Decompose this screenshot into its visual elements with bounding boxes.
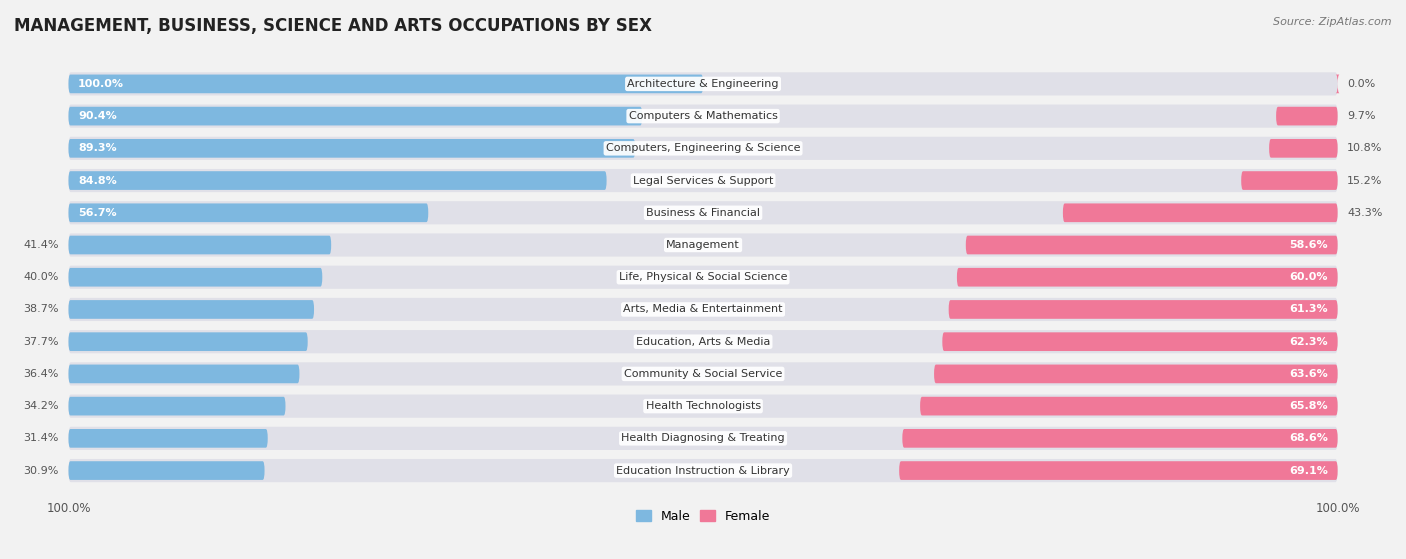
Text: Computers, Engineering & Science: Computers, Engineering & Science (606, 143, 800, 153)
FancyBboxPatch shape (69, 397, 285, 415)
Text: 63.6%: 63.6% (1289, 369, 1329, 379)
FancyBboxPatch shape (69, 137, 1337, 160)
FancyBboxPatch shape (69, 139, 636, 158)
Text: 37.7%: 37.7% (24, 337, 59, 347)
Text: 84.8%: 84.8% (77, 176, 117, 186)
Text: Business & Financial: Business & Financial (647, 208, 761, 218)
FancyBboxPatch shape (900, 461, 1337, 480)
FancyBboxPatch shape (69, 427, 1337, 450)
FancyBboxPatch shape (69, 364, 299, 383)
Text: Legal Services & Support: Legal Services & Support (633, 176, 773, 186)
FancyBboxPatch shape (69, 395, 1337, 418)
Text: 30.9%: 30.9% (24, 466, 59, 476)
FancyBboxPatch shape (69, 236, 332, 254)
FancyBboxPatch shape (69, 74, 703, 93)
Text: Source: ZipAtlas.com: Source: ZipAtlas.com (1274, 17, 1392, 27)
Text: Computers & Mathematics: Computers & Mathematics (628, 111, 778, 121)
FancyBboxPatch shape (1063, 203, 1337, 222)
FancyBboxPatch shape (69, 105, 1337, 127)
FancyBboxPatch shape (69, 330, 1337, 353)
Text: Health Technologists: Health Technologists (645, 401, 761, 411)
Text: 43.3%: 43.3% (1347, 208, 1382, 218)
FancyBboxPatch shape (69, 234, 1337, 257)
FancyBboxPatch shape (69, 429, 267, 448)
Text: MANAGEMENT, BUSINESS, SCIENCE AND ARTS OCCUPATIONS BY SEX: MANAGEMENT, BUSINESS, SCIENCE AND ARTS O… (14, 17, 652, 35)
Text: 60.0%: 60.0% (1289, 272, 1329, 282)
FancyBboxPatch shape (69, 266, 1337, 289)
Text: 15.2%: 15.2% (1347, 176, 1382, 186)
Text: Education Instruction & Library: Education Instruction & Library (616, 466, 790, 476)
Text: 38.7%: 38.7% (24, 305, 59, 315)
Text: 69.1%: 69.1% (1289, 466, 1329, 476)
Text: 90.4%: 90.4% (77, 111, 117, 121)
Text: 9.7%: 9.7% (1347, 111, 1375, 121)
FancyBboxPatch shape (69, 298, 1337, 321)
Text: Architecture & Engineering: Architecture & Engineering (627, 79, 779, 89)
FancyBboxPatch shape (966, 236, 1337, 254)
Text: Arts, Media & Entertainment: Arts, Media & Entertainment (623, 305, 783, 315)
Text: 62.3%: 62.3% (1289, 337, 1329, 347)
FancyBboxPatch shape (69, 201, 1337, 224)
Legend: Male, Female: Male, Female (630, 505, 776, 528)
Text: Health Diagnosing & Treating: Health Diagnosing & Treating (621, 433, 785, 443)
Text: Education, Arts & Media: Education, Arts & Media (636, 337, 770, 347)
FancyBboxPatch shape (934, 364, 1337, 383)
FancyBboxPatch shape (957, 268, 1337, 287)
FancyBboxPatch shape (1270, 139, 1337, 158)
FancyBboxPatch shape (1336, 74, 1340, 93)
FancyBboxPatch shape (1277, 107, 1337, 125)
FancyBboxPatch shape (69, 203, 429, 222)
Text: 56.7%: 56.7% (77, 208, 117, 218)
FancyBboxPatch shape (69, 461, 264, 480)
FancyBboxPatch shape (69, 300, 314, 319)
FancyBboxPatch shape (903, 429, 1337, 448)
Text: 68.6%: 68.6% (1289, 433, 1329, 443)
Text: Management: Management (666, 240, 740, 250)
FancyBboxPatch shape (949, 300, 1337, 319)
Text: 10.8%: 10.8% (1347, 143, 1382, 153)
Text: 100.0%: 100.0% (77, 79, 124, 89)
Text: Community & Social Service: Community & Social Service (624, 369, 782, 379)
FancyBboxPatch shape (69, 268, 322, 287)
Text: 58.6%: 58.6% (1289, 240, 1329, 250)
FancyBboxPatch shape (69, 459, 1337, 482)
Text: 31.4%: 31.4% (24, 433, 59, 443)
FancyBboxPatch shape (69, 333, 308, 351)
Text: 40.0%: 40.0% (24, 272, 59, 282)
FancyBboxPatch shape (920, 397, 1337, 415)
Text: 65.8%: 65.8% (1289, 401, 1329, 411)
Text: Life, Physical & Social Science: Life, Physical & Social Science (619, 272, 787, 282)
Text: 41.4%: 41.4% (24, 240, 59, 250)
Text: 61.3%: 61.3% (1289, 305, 1329, 315)
Text: 0.0%: 0.0% (1347, 79, 1375, 89)
Text: 89.3%: 89.3% (77, 143, 117, 153)
Text: 36.4%: 36.4% (24, 369, 59, 379)
FancyBboxPatch shape (942, 333, 1337, 351)
FancyBboxPatch shape (69, 362, 1337, 386)
FancyBboxPatch shape (69, 72, 1337, 96)
Text: 34.2%: 34.2% (24, 401, 59, 411)
FancyBboxPatch shape (1241, 171, 1337, 190)
FancyBboxPatch shape (69, 169, 1337, 192)
FancyBboxPatch shape (69, 171, 606, 190)
FancyBboxPatch shape (69, 107, 643, 125)
